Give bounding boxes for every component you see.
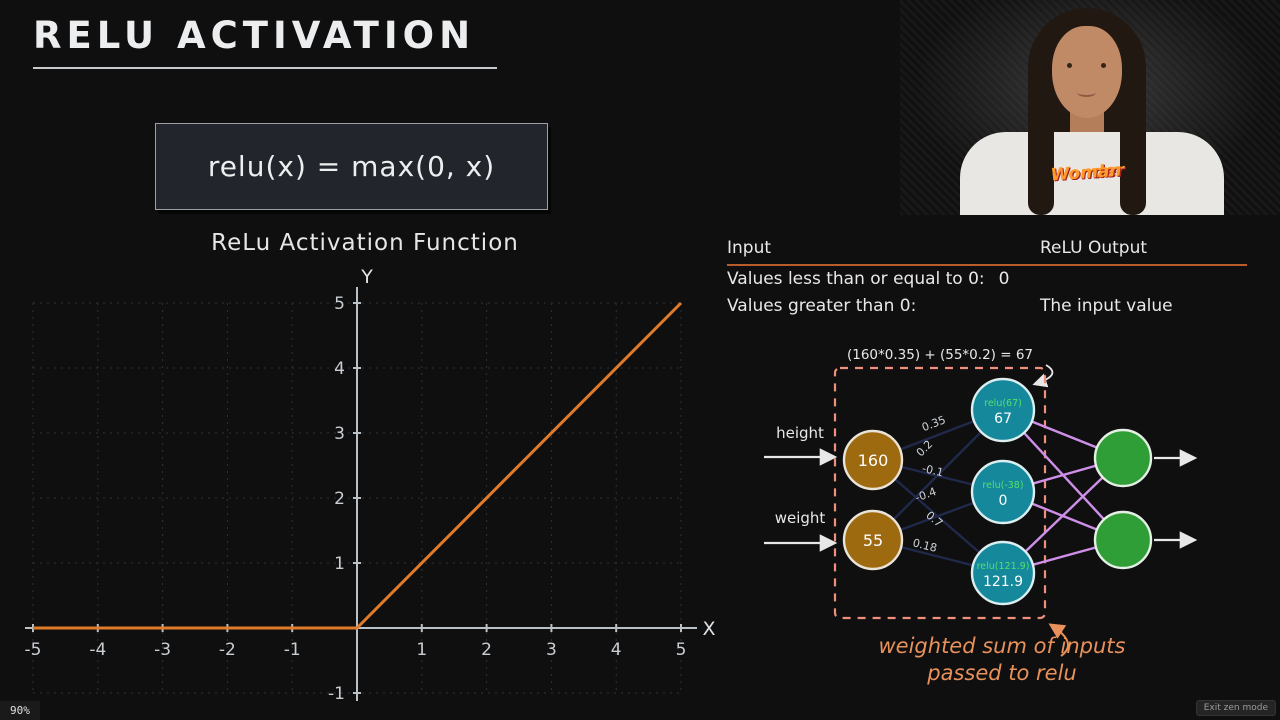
relu-formula-text: relu(x) = max(0, x) — [207, 150, 496, 183]
edge-weight: 0.7 — [923, 509, 945, 530]
x-tick-label: -5 — [25, 640, 42, 660]
edge-weight: 0.35 — [920, 413, 948, 434]
chart-title: ReLu Activation Function — [211, 230, 519, 256]
weighted-sum-annotation: (160*0.35) + (55*0.2) = 67 — [847, 347, 1033, 363]
y-tick-label: -1 — [328, 684, 345, 704]
relu-formula-box: relu(x) = max(0, x) — [155, 123, 548, 210]
relu-line — [33, 301, 683, 630]
table-row: Values greater than 0: The input value — [727, 293, 1275, 320]
io-row-output: 0 — [998, 269, 1010, 289]
x-tick-label: 4 — [611, 640, 622, 660]
y-tick-label: 5 — [334, 294, 345, 314]
input-node-weight — [842, 509, 904, 571]
exit-zen-mode-button[interactable]: Exit zen mode — [1195, 700, 1276, 716]
output-node-1 — [1093, 428, 1153, 488]
io-row-input: Values greater than 0: — [727, 296, 917, 316]
hidden-node-value: 67 — [994, 411, 1012, 427]
hidden-node-value: 121.9 — [983, 574, 1023, 590]
hidden-node-1 — [970, 377, 1036, 443]
webcam-overlay: Wonder Woman — [900, 0, 1280, 215]
io-header-input: Input — [727, 238, 772, 258]
person-eye — [1101, 63, 1106, 68]
output-node-2 — [1093, 510, 1153, 570]
person-face — [1052, 26, 1122, 118]
page-title: RELU ACTIVATION — [33, 14, 498, 69]
y-tick-label: 4 — [334, 359, 345, 379]
neural-network-diagram: (160*0.35) + (55*0.2) = 67 height weight… — [764, 347, 1198, 685]
relu-io-table: Input ReLU Output Values less than or eq… — [727, 238, 1275, 320]
input-node-value: 55 — [863, 531, 883, 550]
hidden-node-3 — [970, 540, 1036, 606]
x-tick-label: -3 — [154, 640, 171, 660]
hidden-node-2 — [970, 459, 1036, 525]
io-table-header: Input ReLU Output — [727, 238, 1247, 266]
x-tick-label: 2 — [481, 640, 492, 660]
input-label-weight: weight — [775, 509, 826, 527]
hidden-node-formula: relu(121.9) — [977, 561, 1030, 572]
x-axis-label: X — [702, 618, 715, 640]
io-row-input: Values less than or equal to 0: — [727, 269, 985, 289]
io-header-output: ReLU Output — [1040, 238, 1148, 258]
person-hair-strand — [1028, 90, 1054, 215]
person-mouth — [1077, 88, 1096, 97]
x-tick-label: -1 — [284, 640, 301, 660]
annotation-arrow-icon — [1032, 364, 1054, 388]
x-tick-label: 3 — [546, 640, 557, 660]
edge-weight: 0.18 — [911, 536, 938, 555]
edge-weight: 0.2 — [914, 438, 936, 460]
caption-arrow-icon — [1048, 623, 1070, 657]
person-hair-strand — [1120, 90, 1146, 215]
x-tick-label: -2 — [219, 640, 236, 660]
edge-weight: -0.1 — [921, 462, 945, 479]
person-shirt — [960, 132, 1224, 215]
y-tick-label: 1 — [334, 554, 345, 574]
weighted-sum-dashed-box — [833, 366, 1047, 620]
zoom-level[interactable]: 90% — [0, 701, 40, 720]
input-node-height — [842, 429, 904, 491]
y-tick-label: 3 — [334, 424, 345, 444]
person-eye — [1067, 63, 1072, 68]
y-tick-label: 2 — [334, 489, 345, 509]
edge-weight: -0.4 — [913, 485, 938, 505]
input-node-value: 160 — [858, 451, 889, 470]
hidden-node-formula: relu(-38) — [982, 480, 1023, 491]
input-label-height: height — [776, 424, 824, 442]
x-tick-label: -4 — [89, 640, 106, 660]
network-caption-line1: weighted sum of inputs — [879, 634, 1126, 658]
io-row-output: The input value — [1040, 296, 1173, 316]
x-tick-label: 5 — [676, 640, 687, 660]
y-axis-label: Y — [360, 268, 373, 288]
table-row: Values less than or equal to 0: 0 — [727, 266, 1275, 293]
x-tick-label: 1 — [416, 640, 427, 660]
hidden-node-formula: relu(67) — [984, 398, 1022, 409]
hidden-node-value: 0 — [999, 493, 1008, 509]
network-caption-line2: passed to relu — [926, 661, 1076, 685]
